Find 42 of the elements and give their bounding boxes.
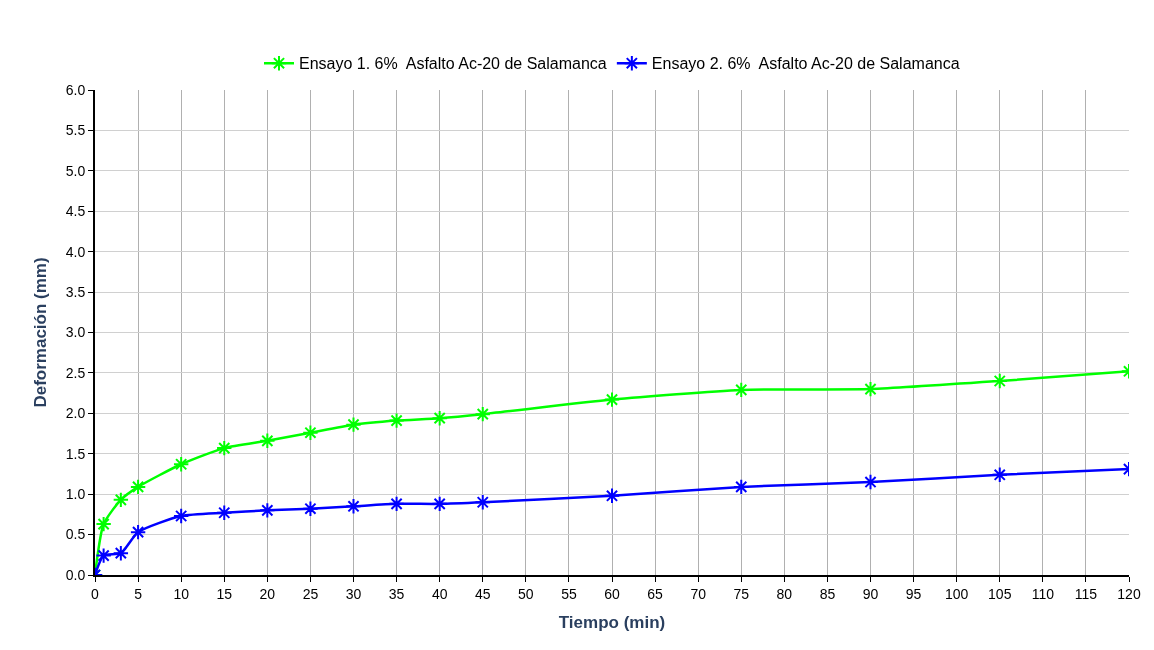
x-tick-label: 75	[733, 585, 750, 602]
y-axis-title: Deformación (mm)	[30, 257, 50, 408]
x-tick-label: 115	[1074, 585, 1098, 602]
y-tick-label: 5.5	[65, 122, 86, 139]
y-tick-label: 2.0	[65, 405, 86, 422]
x-tick-label: 105	[988, 585, 1012, 602]
x-axis-title: Tiempo (min)	[558, 612, 666, 632]
x-tick-label: 10	[173, 585, 190, 602]
x-tick-label: 95	[905, 585, 922, 602]
y-tick-label: 2.5	[65, 364, 86, 381]
x-tick-label: 110	[1031, 585, 1055, 602]
legend-label: Ensayo 2. 6% Asfalto Ac-20 de Salamanca	[651, 55, 960, 73]
y-tick-label: 4.5	[65, 203, 86, 220]
x-tick-label: 5	[134, 585, 143, 602]
x-tick-label: 50	[518, 585, 534, 602]
y-tick-label: 3.0	[65, 324, 86, 341]
y-tick-label: 1.0	[65, 486, 86, 503]
x-tick-label: 90	[862, 585, 879, 602]
x-tick-label: 60	[604, 585, 620, 602]
y-tick-label: 6.0	[65, 81, 86, 98]
y-tick-label: 4.0	[65, 243, 86, 260]
x-tick-label: 15	[216, 585, 233, 602]
x-tick-label: 35	[388, 585, 405, 602]
x-tick-label: 55	[561, 585, 577, 602]
y-tick-label: 5.0	[65, 162, 86, 179]
x-tick-label: 45	[474, 585, 491, 602]
x-tick-label: 40	[431, 585, 448, 602]
x-tick-label: 85	[819, 585, 836, 602]
y-tick-label: 0.0	[65, 566, 86, 583]
x-tick-label: 30	[345, 585, 362, 602]
x-tick-label: 0	[91, 585, 100, 602]
x-tick-label: 120	[1117, 585, 1141, 602]
x-tick-label: 25	[302, 585, 319, 602]
x-tick-label: 65	[647, 585, 664, 602]
y-tick-label: 3.5	[65, 283, 86, 300]
x-tick-label: 20	[259, 585, 276, 602]
y-tick-label: 0.5	[65, 526, 86, 543]
legend-label: Ensayo 1. 6% Asfalto Ac-20 de Salamanca	[299, 55, 607, 73]
x-tick-label: 70	[690, 585, 707, 602]
x-tick-label: 100	[944, 585, 969, 602]
y-tick-label: 1.5	[65, 445, 86, 462]
x-tick-label: 80	[776, 585, 793, 602]
